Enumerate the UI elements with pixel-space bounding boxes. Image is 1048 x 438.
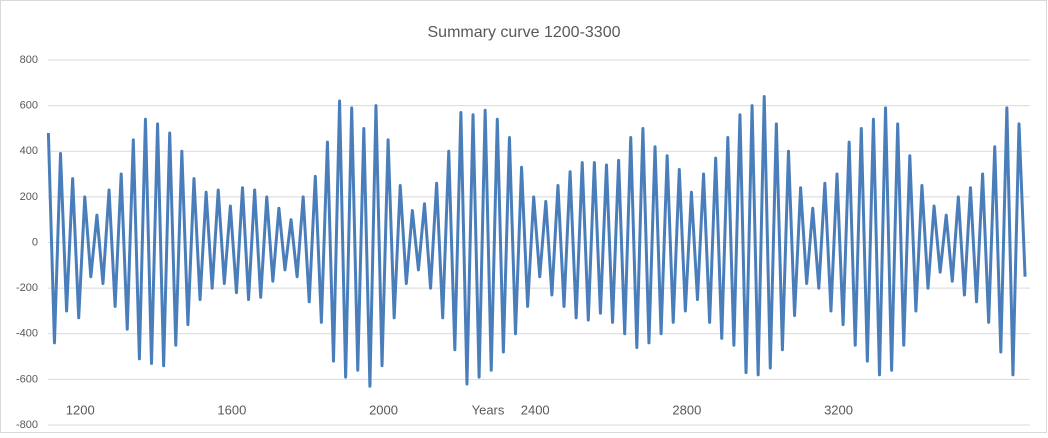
y-tick-label: 0 [32,236,38,248]
chart-title: Summary curve 1200-3300 [428,24,621,41]
data-line [46,95,1027,388]
y-tick-label: 600 [20,100,38,112]
x-tick-label: 2800 [672,402,701,417]
x-tick-label: 3200 [824,402,853,417]
y-tick-label: -800 [16,419,38,431]
x-tick-label: 2000 [369,402,398,417]
y-tick-label: -200 [16,282,38,294]
x-tick-label: 2400 [521,402,550,417]
x-tick-label: 1200 [66,402,95,417]
y-tick-label: 800 [20,54,38,66]
y-tick-label: 400 [20,145,38,157]
y-tick-label: 200 [20,191,38,203]
x-tick-label: 1600 [217,402,246,417]
y-tick-label: -600 [16,373,38,385]
y-tick-label: -400 [16,328,38,340]
x-axis-label: Years [472,402,505,417]
